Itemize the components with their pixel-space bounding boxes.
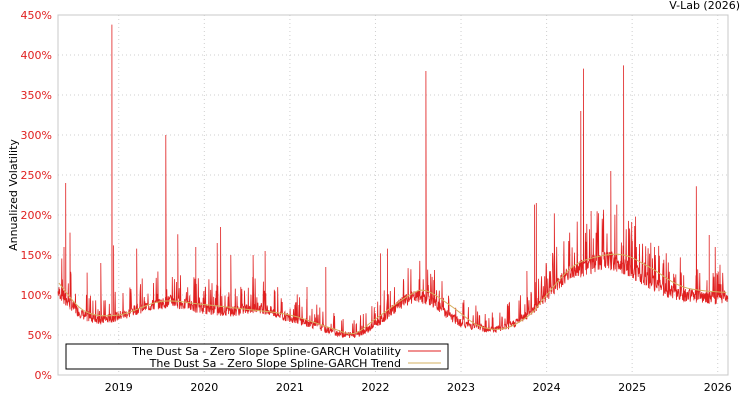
y-tick-label: 400% bbox=[21, 49, 52, 62]
legend-volatility-label: The Dust Sa - Zero Slope Spline-GARCH Vo… bbox=[131, 345, 401, 358]
y-tick-label: 250% bbox=[21, 169, 52, 182]
x-tick-label: 2024 bbox=[533, 381, 561, 394]
credit-label: V-Lab (2026) bbox=[669, 0, 740, 12]
y-tick-label: 200% bbox=[21, 209, 52, 222]
y-axis-label: Annualized Volatility bbox=[7, 139, 20, 251]
volatility-series-line bbox=[57, 24, 729, 339]
x-tick-label: 2025 bbox=[618, 381, 646, 394]
y-tick-label: 450% bbox=[21, 9, 52, 22]
y-tick-label: 350% bbox=[21, 89, 52, 102]
trend-series-line bbox=[58, 253, 727, 335]
legend-box bbox=[65, 343, 449, 370]
y-tick-label: 100% bbox=[21, 289, 52, 302]
x-tick-label: 2021 bbox=[276, 381, 304, 394]
y-tick-label: 150% bbox=[21, 249, 52, 262]
y-tick-label: 0% bbox=[35, 369, 52, 382]
x-tick-label: 2019 bbox=[105, 381, 133, 394]
x-tick-label: 2020 bbox=[190, 381, 218, 394]
x-tick-label: 2023 bbox=[447, 381, 475, 394]
legend: The Dust Sa - Zero Slope Spline-GARCH Vo… bbox=[65, 343, 449, 370]
legend-trend-label: The Dust Sa - Zero Slope Spline-GARCH Tr… bbox=[149, 357, 401, 370]
x-tick-label: 2026 bbox=[704, 381, 732, 394]
y-tick-label: 300% bbox=[21, 129, 52, 142]
y-tick-label: 50% bbox=[28, 329, 52, 342]
x-tick-label: 2022 bbox=[361, 381, 389, 394]
plot-frame bbox=[57, 14, 729, 376]
